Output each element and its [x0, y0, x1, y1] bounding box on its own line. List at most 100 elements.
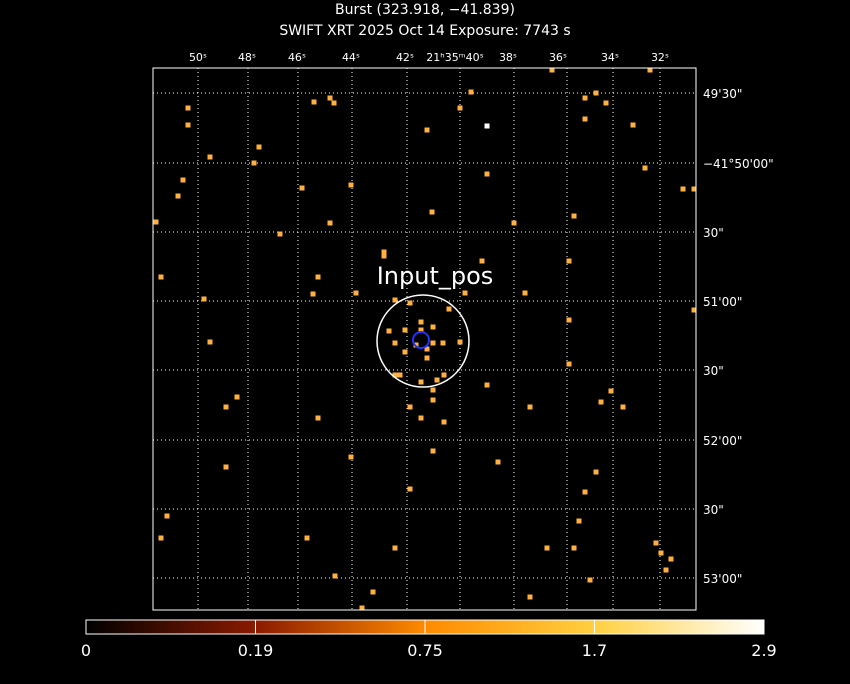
photon — [582, 95, 588, 101]
photon — [407, 404, 413, 410]
photon — [392, 372, 398, 378]
dec-label: 51'00" — [703, 295, 742, 309]
colorbar-label: 0.75 — [407, 641, 443, 660]
photon — [223, 404, 229, 410]
photon — [566, 258, 572, 264]
photon — [582, 489, 588, 495]
photon — [234, 394, 240, 400]
photon — [353, 290, 359, 296]
annotation: Input_pos — [377, 262, 494, 290]
photon — [180, 177, 186, 183]
photon — [566, 361, 572, 367]
photon — [207, 154, 213, 160]
colorbar-label: 1.7 — [582, 641, 607, 660]
dec-label: 52'00" — [703, 434, 742, 448]
photon — [511, 220, 517, 226]
photon — [593, 90, 599, 96]
photon — [164, 513, 170, 519]
photon — [576, 518, 582, 524]
dec-label: 30" — [703, 226, 724, 240]
photon — [315, 274, 321, 280]
photon — [522, 290, 528, 296]
grid: 50ˢ 48ˢ 46ˢ 44ˢ 42ˢ 21ʰ35ᵐ40ˢ 38ˢ 36ˢ 34ˢ 32ˢ 49'3… — [153, 51, 774, 610]
photon — [587, 577, 593, 583]
photon — [424, 127, 430, 133]
photon — [468, 89, 474, 95]
photon — [392, 545, 398, 551]
photon — [544, 545, 550, 551]
photon — [310, 291, 316, 297]
ra-label: 38ˢ — [499, 51, 517, 64]
photon — [630, 122, 636, 128]
photon — [549, 67, 555, 73]
photon — [620, 404, 626, 410]
photon — [430, 397, 436, 403]
photon — [484, 382, 490, 388]
photon — [647, 67, 653, 73]
photon — [691, 307, 697, 313]
photon — [598, 399, 604, 405]
photon — [175, 193, 181, 199]
photon — [256, 144, 262, 150]
photon — [571, 545, 577, 551]
photon — [527, 404, 533, 410]
colorbar-ticks: 0 0.19 0.75 1.7 2.9 — [81, 620, 777, 660]
photon — [663, 567, 669, 573]
photon — [446, 306, 452, 312]
photon — [381, 249, 387, 255]
photon — [668, 556, 674, 562]
photon — [429, 209, 435, 215]
ra-label: 21ʰ35ᵐ40ˢ — [426, 51, 483, 64]
photon — [185, 105, 191, 111]
photon — [251, 160, 257, 166]
photon — [418, 379, 424, 385]
photon — [327, 220, 333, 226]
photon — [484, 171, 490, 177]
photon — [402, 327, 408, 333]
photon — [495, 459, 501, 465]
photon — [424, 355, 430, 361]
photon — [527, 594, 533, 600]
dec-label: 53'00" — [703, 572, 742, 586]
photon — [479, 258, 485, 264]
photon — [440, 340, 446, 346]
photon — [457, 105, 463, 111]
plot-frame — [152, 67, 697, 611]
photon — [386, 328, 392, 334]
ra-label: 34ˢ — [601, 51, 619, 64]
photon — [462, 290, 468, 296]
photon — [418, 415, 424, 421]
photon — [299, 185, 305, 191]
photon — [430, 387, 436, 393]
photon — [392, 297, 398, 303]
photon — [418, 327, 424, 333]
photon — [223, 464, 229, 470]
ra-label: 36ˢ — [549, 51, 567, 64]
photon — [348, 454, 354, 460]
photon — [418, 319, 424, 325]
photon — [642, 165, 648, 171]
colorbar-label: 0.19 — [238, 641, 274, 660]
subtitle: SWIFT XRT 2025 Oct 14 Exposure: 7743 s — [279, 23, 570, 39]
error-circle — [412, 331, 430, 349]
photon — [608, 388, 614, 394]
photon — [680, 186, 686, 192]
photon-events — [153, 67, 697, 611]
photon — [327, 95, 333, 101]
photon — [441, 419, 447, 425]
ra-label: 46ˢ — [288, 51, 306, 64]
photon — [457, 339, 463, 345]
photon — [277, 231, 283, 237]
ra-label: 32ˢ — [651, 51, 669, 64]
ra-label: 44ˢ — [342, 51, 360, 64]
dec-label: 49'30" — [703, 87, 742, 101]
photon — [484, 123, 490, 129]
photon — [441, 372, 447, 378]
ra-label: 42ˢ — [396, 51, 414, 64]
photon — [381, 253, 387, 259]
photon — [593, 469, 599, 475]
colorbar-label: 2.9 — [751, 641, 776, 660]
photon — [407, 300, 413, 306]
